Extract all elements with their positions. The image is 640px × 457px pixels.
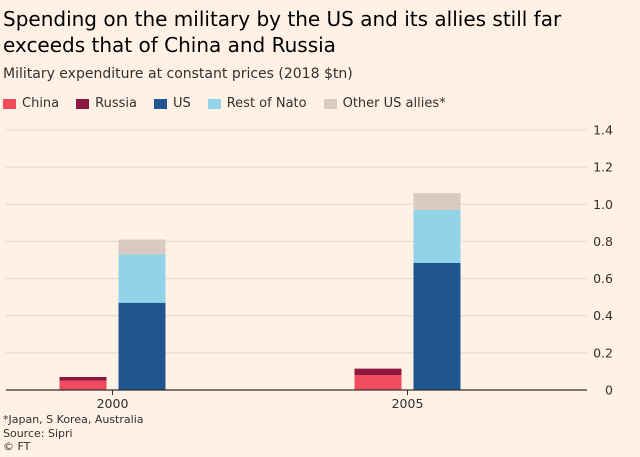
- legend-swatch: [153, 98, 167, 109]
- y-tick-label: 0.4: [593, 308, 613, 323]
- footer: *Japan, S Korea, Australia Source: Sipri…: [3, 413, 144, 454]
- legend-label: Other US allies*: [342, 96, 446, 111]
- legend-item-us: US: [153, 96, 191, 111]
- bar-segment-rest-of-nato-2000: [118, 254, 166, 303]
- legend-swatch: [76, 98, 90, 109]
- legend: China Russia US Rest of Nato Other US allies…: [3, 96, 463, 111]
- bar-segment-china-2005: [354, 375, 402, 390]
- y-tick-label: 0.6: [593, 271, 613, 286]
- source-line: Source: Sipri: [3, 426, 73, 440]
- y-tick-label: 0.2: [593, 345, 613, 360]
- bar-segment-rest-of-nato-2005: [413, 209, 461, 263]
- x-tick-label: 2005: [392, 396, 424, 411]
- bar-segment-other-us-allies-2000: [118, 239, 166, 255]
- bar-segment-us-2005: [413, 262, 461, 390]
- y-tick-label: 1.4: [593, 123, 613, 138]
- legend-swatch: [3, 98, 16, 109]
- legend-label: Rest of Nato: [226, 96, 307, 111]
- legend-item-rest-of-nato: Rest of Nato: [207, 96, 307, 111]
- y-tick-label: 0: [605, 383, 613, 398]
- y-tick-label: 1.2: [593, 160, 613, 175]
- y-tick-label: 0.8: [593, 234, 613, 249]
- bar-segment-us-2000: [118, 302, 166, 390]
- legend-swatch: [323, 98, 337, 109]
- legend-item-russia: Russia: [76, 96, 137, 111]
- chart-title: Spending on the military by the US and i…: [3, 7, 562, 57]
- legend-label: US: [172, 96, 191, 111]
- legend-item-other-us-allies: Other US allies*: [323, 96, 446, 111]
- legend-swatch: [207, 98, 221, 109]
- legend-label: China: [22, 96, 60, 111]
- footnote: *Japan, S Korea, Australia: [3, 413, 144, 426]
- y-tick-label: 1.0: [593, 197, 613, 212]
- legend-label: Russia: [95, 96, 137, 111]
- chart-subtitle: Military expenditure at constant prices …: [3, 66, 353, 82]
- bar-segment-russia-2005: [354, 368, 402, 376]
- bar-segment-russia-2000: [59, 377, 107, 381]
- bar-segment-other-us-allies-2005: [413, 193, 461, 210]
- legend-item-china: China: [3, 96, 59, 111]
- x-tick-label: 2000: [97, 396, 129, 411]
- bar-segment-china-2000: [59, 380, 107, 390]
- copyright: © FT: [3, 440, 31, 453]
